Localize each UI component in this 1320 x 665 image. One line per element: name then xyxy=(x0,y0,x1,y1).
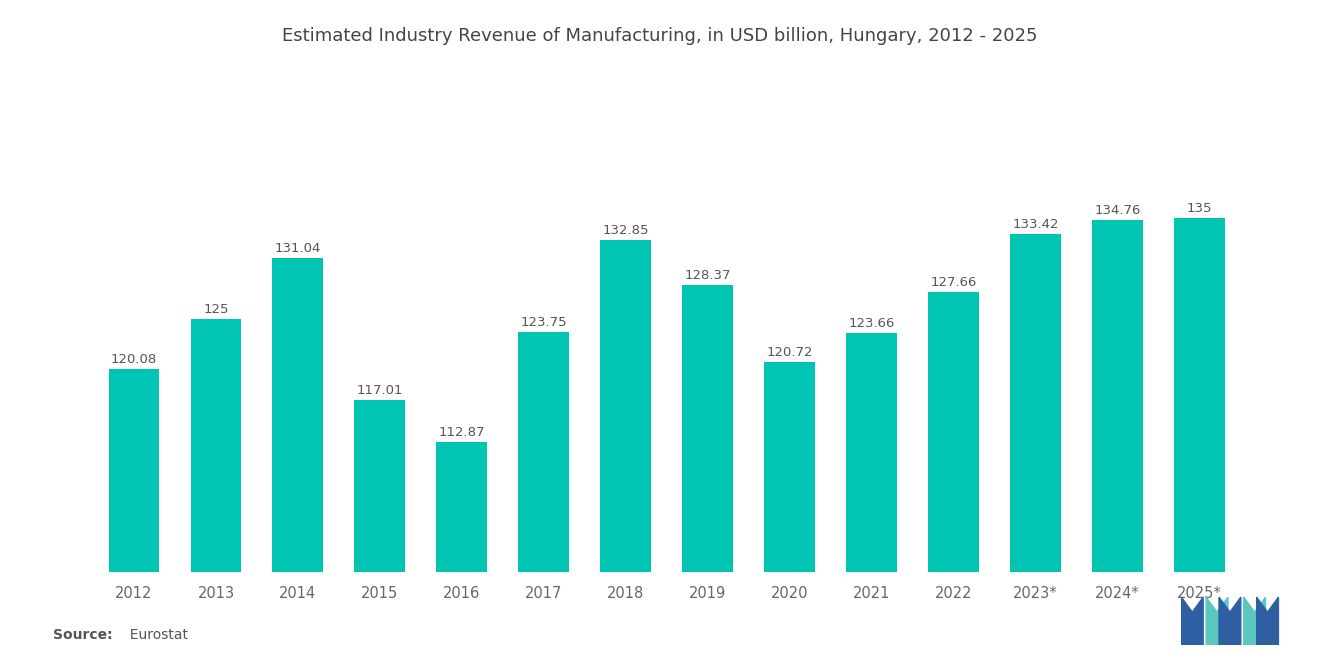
Text: Estimated Industry Revenue of Manufacturing, in USD billion, Hungary, 2012 - 202: Estimated Industry Revenue of Manufactur… xyxy=(282,27,1038,45)
Bar xyxy=(601,239,651,665)
Text: 131.04: 131.04 xyxy=(275,242,321,255)
Bar xyxy=(272,258,323,665)
Text: 112.87: 112.87 xyxy=(438,426,484,439)
Polygon shape xyxy=(1257,597,1278,645)
Polygon shape xyxy=(1206,597,1228,645)
Bar xyxy=(928,292,979,665)
Bar xyxy=(1010,234,1061,665)
Bar xyxy=(682,285,733,665)
Text: Eurostat: Eurostat xyxy=(121,628,189,642)
Bar xyxy=(354,400,405,665)
Bar xyxy=(846,332,896,665)
Text: 120.72: 120.72 xyxy=(766,346,813,359)
Bar xyxy=(519,332,569,665)
Polygon shape xyxy=(1243,597,1266,645)
Text: 135: 135 xyxy=(1187,202,1212,215)
Bar xyxy=(108,369,160,665)
Text: 117.01: 117.01 xyxy=(356,384,403,397)
Text: 125: 125 xyxy=(203,303,228,316)
Bar xyxy=(764,362,814,665)
Text: 123.66: 123.66 xyxy=(849,317,895,330)
Polygon shape xyxy=(1181,597,1204,645)
Text: 134.76: 134.76 xyxy=(1094,204,1140,217)
Text: 120.08: 120.08 xyxy=(111,353,157,366)
Text: 127.66: 127.66 xyxy=(931,276,977,289)
Text: Source:: Source: xyxy=(53,628,112,642)
Bar xyxy=(1173,218,1225,665)
Text: 128.37: 128.37 xyxy=(684,269,731,282)
Text: 133.42: 133.42 xyxy=(1012,218,1059,231)
Text: 123.75: 123.75 xyxy=(520,316,568,329)
Polygon shape xyxy=(1220,597,1241,645)
Text: 132.85: 132.85 xyxy=(602,223,649,237)
Bar xyxy=(1092,220,1143,665)
Bar xyxy=(437,442,487,665)
Bar xyxy=(190,319,242,665)
